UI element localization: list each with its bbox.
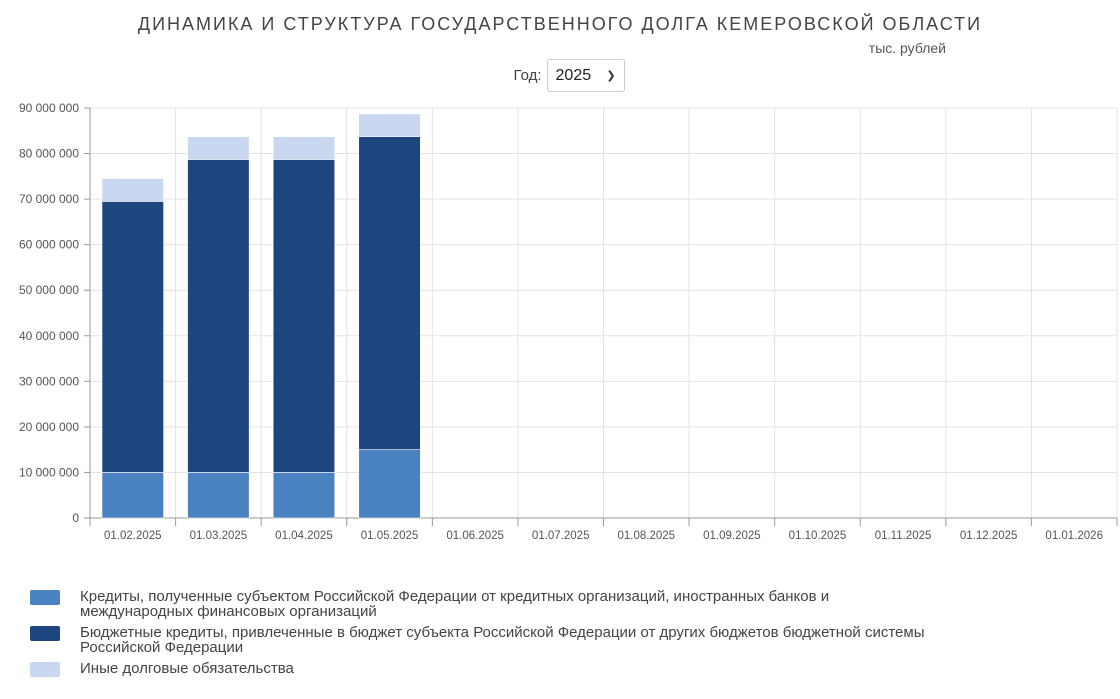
bar-segment-series-3	[101, 178, 164, 202]
x-tick-label: 01.04.2025	[275, 530, 333, 542]
y-tick-label: 40 000 000	[19, 329, 79, 343]
bar-segment-series-3	[272, 136, 336, 160]
bar-segment-series-1	[358, 449, 421, 519]
legend-label: Иные долговые обязательства	[80, 660, 294, 677]
year-filter: Год: 2025 ❯	[0, 59, 1120, 92]
x-tick-label: 01.07.2025	[532, 530, 590, 542]
year-label: Год:	[513, 67, 542, 84]
y-tick-label: 0	[72, 511, 79, 525]
x-tick-label: 01.09.2025	[703, 530, 761, 542]
chevron-down-icon: ❯	[606, 70, 616, 82]
legend-swatch	[30, 662, 60, 677]
unit-label: тыс. рублей	[868, 40, 946, 56]
bar-segment-series-2	[187, 159, 250, 473]
bar-segment-series-3	[358, 113, 421, 138]
chart-legend: Кредиты, полученные субъектом Российской…	[30, 589, 930, 683]
legend-label: Бюджетные кредиты, привлеченные в бюджет…	[80, 624, 925, 656]
year-value: 2025	[555, 66, 592, 84]
legend-item[interactable]: Иные долговые обязательства	[30, 661, 930, 677]
legend-swatch	[30, 626, 60, 641]
bar-segment-series-2	[358, 136, 421, 450]
x-tick-label: 01.02.2025	[104, 530, 162, 542]
y-tick-label: 10 000 000	[19, 465, 79, 479]
bar-segment-series-2	[101, 201, 164, 473]
x-tick-label: 01.10.2025	[789, 530, 847, 542]
y-tick-label: 60 000 000	[19, 238, 79, 252]
legend-item[interactable]: Бюджетные кредиты, привлеченные в бюджет…	[30, 625, 930, 655]
legend-item[interactable]: Кредиты, полученные субъектом Российской…	[30, 589, 930, 619]
year-select[interactable]: 2025 ❯	[546, 59, 625, 92]
chart-title: ДИНАМИКА И СТРУКТУРА ГОСУДАРСТВЕННОГО ДО…	[137, 14, 983, 34]
x-tick-label: 01.03.2025	[190, 530, 248, 542]
y-tick-label: 20 000 000	[19, 420, 79, 434]
bar-segment-series-3	[187, 136, 250, 160]
bar-segment-series-2	[272, 159, 336, 473]
y-tick-label: 90 000 000	[19, 101, 79, 115]
x-tick-label: 01.01.2026	[1045, 530, 1103, 542]
y-tick-label: 70 000 000	[19, 192, 79, 206]
x-tick-label: 01.08.2025	[618, 530, 676, 542]
bar-segment-series-1	[187, 472, 250, 519]
y-tick-label: 30 000 000	[19, 374, 79, 388]
x-tick-label: 01.11.2025	[875, 530, 932, 542]
legend-swatch	[30, 590, 60, 605]
bar-segment-series-1	[101, 472, 164, 519]
x-tick-label: 01.12.2025	[960, 530, 1018, 542]
y-tick-label: 80 000 000	[19, 147, 79, 161]
bar-segment-series-1	[272, 472, 336, 519]
x-tick-label: 01.06.2025	[446, 530, 504, 542]
debt-bar-chart: 0 10 000 000 20 000 000 30 000 000 40 000 00…	[19, 101, 1118, 542]
legend-label: Кредиты, полученные субъектом Российской…	[80, 588, 830, 620]
y-tick-label: 50 000 000	[19, 283, 79, 297]
x-tick-label: 01.05.2025	[361, 530, 419, 542]
